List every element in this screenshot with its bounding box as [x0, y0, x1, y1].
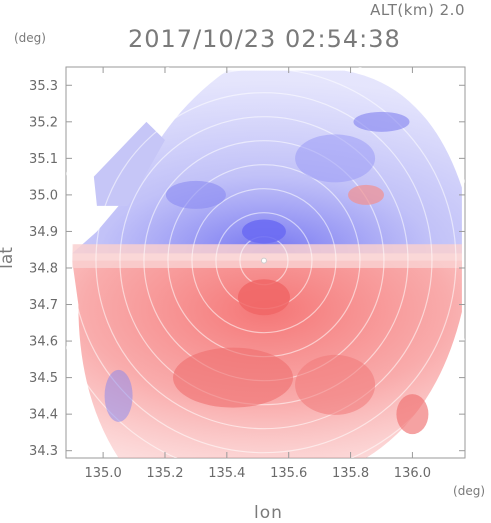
y-tick-label: 34.7 [29, 298, 58, 313]
velocity-patch [173, 347, 294, 408]
x-tick-label: 135.6 [270, 466, 307, 481]
timestamp-title: 2017/10/23 02:54:38 [128, 25, 401, 53]
y-tick-label: 34.9 [29, 225, 58, 240]
y-tick-label: 34.6 [29, 335, 58, 350]
y-tick-label: 35.2 [29, 115, 58, 130]
velocity-patch [104, 369, 133, 422]
y-tick-label: 34.5 [29, 371, 58, 386]
axes-layer: 135.0 135.2 135.4 135.6 135.8 136.0 34.3 34.4 34… [29, 67, 465, 481]
y-tick-label: 34.4 [29, 408, 58, 423]
altitude-label: ALT(km) 2.0 [370, 1, 465, 19]
x-axis-label: lon [254, 503, 283, 523]
y-tick-label: 34.3 [29, 444, 58, 459]
velocity-patch [241, 219, 286, 244]
northwest-fragment [93, 121, 165, 206]
x-tick-label: 135.2 [146, 466, 183, 481]
y-tick-label: 35.1 [29, 152, 58, 167]
velocity-patch [353, 111, 410, 132]
y-tick-label: 35.0 [29, 188, 58, 203]
y-axis-unit: (deg) [14, 31, 46, 45]
radar-site-marker [260, 257, 267, 264]
velocity-patch [348, 184, 385, 205]
velocity-patch [295, 134, 376, 183]
velocity-patch [396, 394, 429, 435]
zero-band [72, 244, 462, 268]
x-tick-label: 135.4 [208, 466, 245, 481]
velocity-field [66, 67, 465, 458]
y-tick-label: 34.8 [29, 261, 58, 276]
range-ring [191, 188, 337, 334]
y-tick-label: 35.3 [29, 79, 58, 94]
x-tick-label: 135.8 [332, 466, 369, 481]
velocity-patch [295, 354, 376, 415]
range-ring [119, 116, 409, 406]
velocity-patch [165, 180, 226, 209]
velocity-patch [237, 279, 290, 316]
x-axis-unit: (deg) [453, 484, 485, 498]
range-ring [71, 68, 457, 454]
x-tick-label: 135.0 [85, 466, 122, 481]
x-tick-label: 136.0 [394, 466, 431, 481]
range-ring [95, 92, 433, 430]
